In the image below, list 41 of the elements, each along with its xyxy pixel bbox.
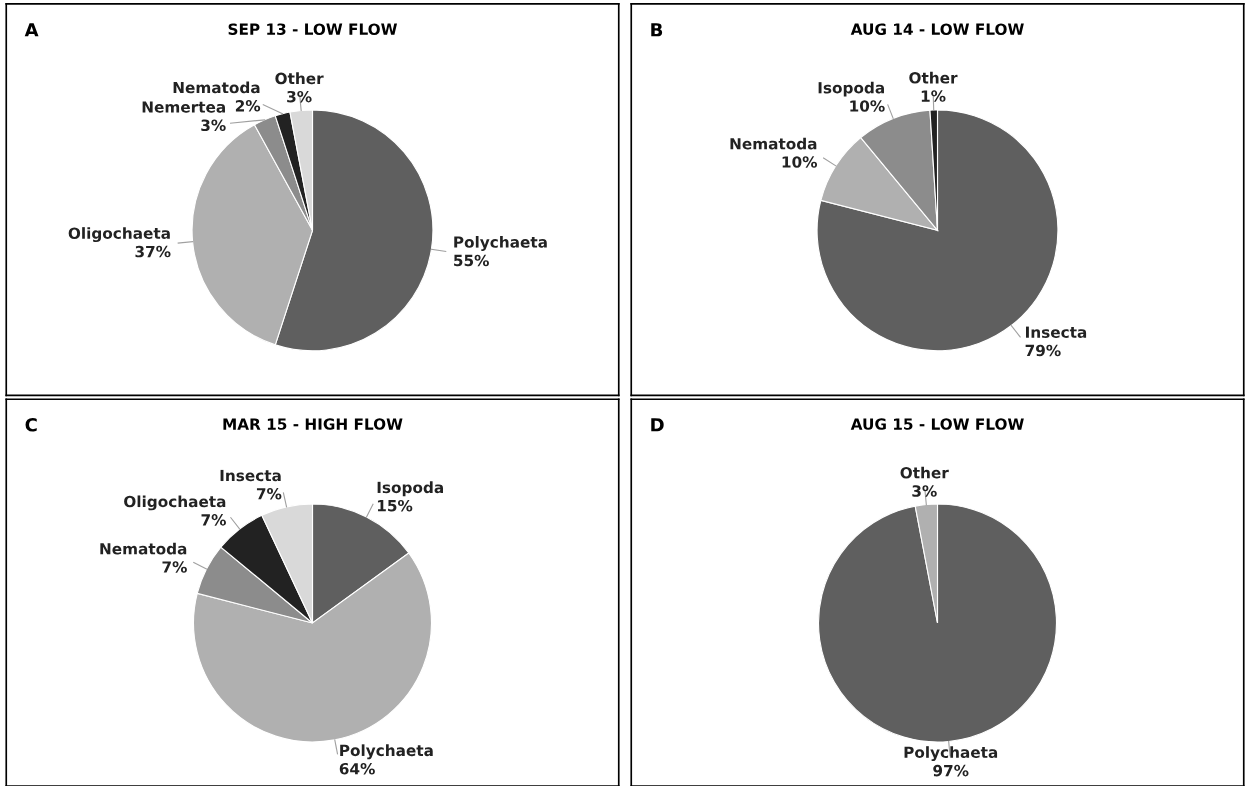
text: B <box>651 23 663 37</box>
slice-label: Other <box>900 466 949 479</box>
chart-title: SEP 13 - LOW FLOW <box>228 23 398 35</box>
slice-label: Nematoda <box>173 81 260 94</box>
chart-title: AUG 15 - LOW FLOW <box>850 418 1024 430</box>
pie-slice <box>817 503 1058 743</box>
data-label: 7% <box>162 561 187 573</box>
data-label: 64% <box>339 762 375 775</box>
slice-label: Other <box>909 71 958 84</box>
slice-label: Nematoda <box>100 542 187 555</box>
slice-label: Oligochaeta <box>124 495 226 511</box>
slice-label: Polychaeta <box>454 236 547 251</box>
slice-label: Insecta <box>1026 326 1087 338</box>
data-label: 1% <box>921 90 946 102</box>
data-label: 3% <box>287 90 312 103</box>
data-label: 7% <box>256 487 282 500</box>
data-label: 2% <box>235 100 261 112</box>
data-label: 79% <box>1025 344 1061 357</box>
slice-label: Nematoda <box>730 137 817 150</box>
data-label: 7% <box>201 514 226 526</box>
slice-label: Polychaeta <box>904 746 998 762</box>
slice-label: Isopoda <box>818 81 884 97</box>
data-label: 10% <box>850 100 885 112</box>
slice-label: Insecta <box>220 469 281 482</box>
data-label: 3% <box>201 119 226 132</box>
data-label: 55% <box>454 254 489 267</box>
slice-label: Oligochaeta <box>68 227 170 243</box>
slice-label: Polychaeta <box>340 744 433 760</box>
text: C <box>25 417 37 432</box>
data-label: 10% <box>782 156 818 168</box>
text: A <box>24 23 39 37</box>
data-label: 37% <box>135 245 171 258</box>
text: D <box>651 418 664 432</box>
data-label: 3% <box>912 485 937 497</box>
data-label: 15% <box>377 499 413 512</box>
chart-title: MAR 15 - HIGH FLOW <box>223 418 403 430</box>
slice-label: Nemertea <box>142 101 225 113</box>
slice-label: Other <box>275 72 324 85</box>
data-label: 97% <box>933 764 969 777</box>
slice-label: Isopoda <box>377 481 443 497</box>
chart-title: AUG 14 - LOW FLOW <box>850 23 1024 35</box>
